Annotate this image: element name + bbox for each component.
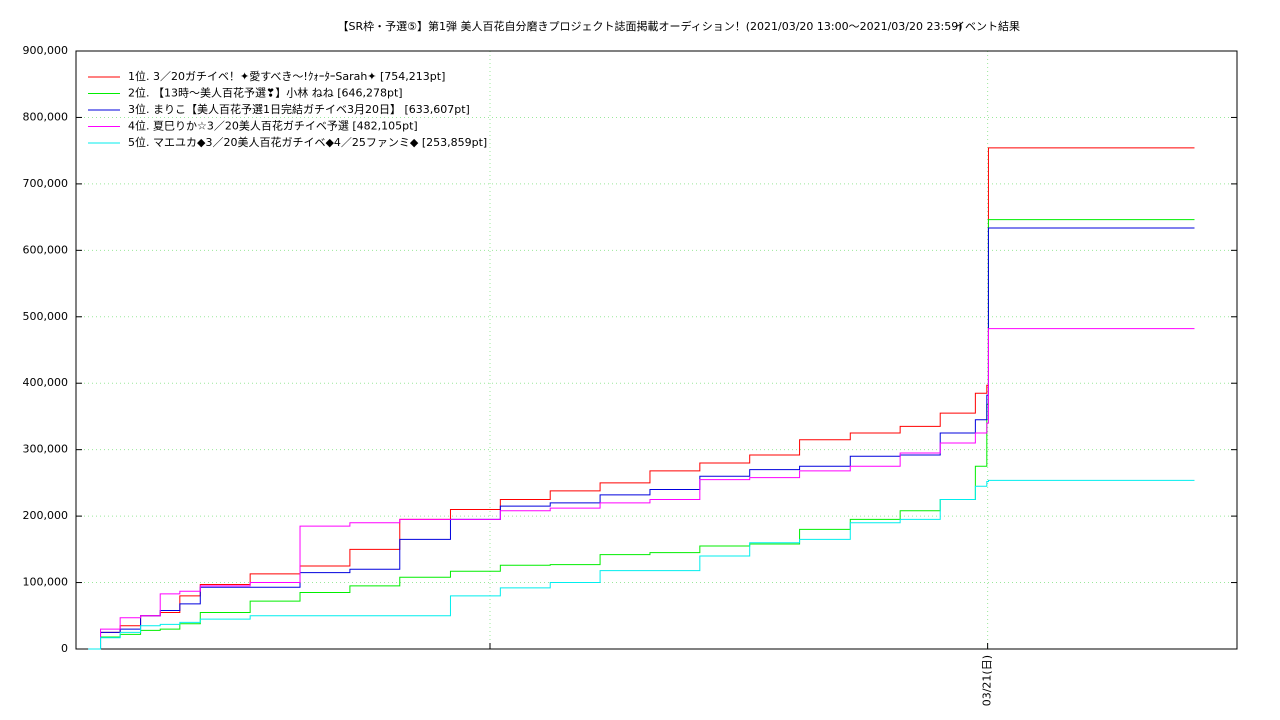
y-tick-label: 700,000 [23, 177, 69, 190]
y-tick-label: 100,000 [23, 576, 69, 589]
data-line [88, 147, 1195, 650]
legend-label: 3位. まりこ【美人百花予選1日完結ガチイベ3月20日】 [633,607pt] [128, 102, 470, 116]
legend-label: 4位. 夏巳りか☆3／20美人百花ガチイベ予選 [482,105pt] [128, 119, 418, 133]
y-tick-label: 600,000 [23, 243, 69, 256]
chart-title: 【SR枠・予選⑤】第1弾 美人百花自分磨きプロジェクト誌面掲載オーディション！(… [338, 19, 963, 33]
data-line [88, 479, 1195, 650]
legend-label: 2位. 【13時〜美人百花予選❣】小林 ねね [646,278pt] [128, 86, 403, 100]
y-tick-label: 300,000 [23, 443, 69, 456]
chart-subtitle: イベント結果 [954, 19, 1020, 33]
y-tick-label: 500,000 [23, 310, 69, 323]
data-line [88, 328, 1195, 650]
data-line [88, 227, 1195, 650]
legend-label: 5位. マエユカ◆3／20美人百花ガチイベ◆4／25ファンミ◆ [253,859… [128, 135, 487, 149]
y-tick-label: 400,000 [23, 376, 69, 389]
y-tick-label: 800,000 [23, 110, 69, 123]
y-tick-label: 200,000 [23, 509, 69, 522]
plot-frame [75, 50, 1238, 650]
y-tick-label: 900,000 [23, 44, 69, 57]
y-tick-label: 0 [61, 642, 68, 655]
data-line [88, 219, 1195, 650]
x-tick-label: 03/21(日) [981, 655, 994, 706]
legend-label: 1位. 3／20ガチイベ！✦愛すべき〜!ｸｫｰﾀｰSarah✦ [754,213… [128, 69, 445, 83]
